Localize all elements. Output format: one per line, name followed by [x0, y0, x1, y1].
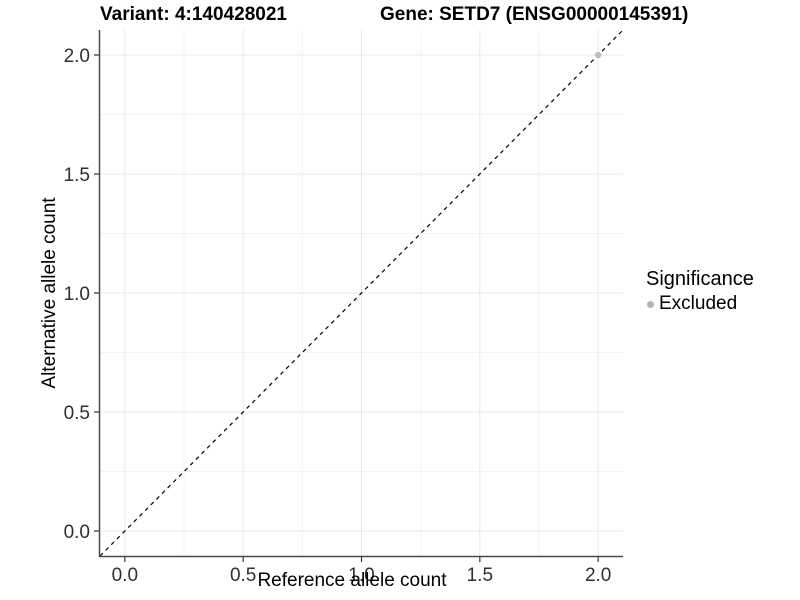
x-tick-label: 1.0 [348, 565, 374, 586]
legend-title: Significance [646, 268, 754, 290]
legend-item-excluded: Excluded [647, 293, 754, 315]
x-tick-label: 1.5 [467, 565, 493, 586]
identity-dashed-line [99, 29, 624, 557]
x-axis-title: Reference allele count [257, 570, 447, 591]
plot-title-variant: Variant: 4:140428021 [100, 4, 287, 25]
y-tick-label: 1.0 [64, 284, 90, 305]
y-tick-label: 1.5 [64, 165, 90, 186]
x-tick-label: 0.0 [112, 565, 138, 586]
y-tick-label: 2.0 [64, 46, 90, 67]
y-tick-label: 0.5 [64, 403, 90, 424]
legend-item-label: Excluded [659, 293, 738, 314]
plot-title-gene: Gene: SETD7 (ENSG00000145391) [380, 4, 689, 25]
legend-key-dot [647, 300, 654, 308]
x-tick-label: 0.5 [230, 565, 256, 586]
data-point-excluded [594, 51, 602, 59]
y-axis-title: Alternative allele count [39, 197, 60, 389]
x-tick-label: 2.0 [585, 565, 611, 586]
legend: Significance Excluded [646, 268, 754, 315]
y-tick-label: 0.0 [64, 522, 90, 543]
